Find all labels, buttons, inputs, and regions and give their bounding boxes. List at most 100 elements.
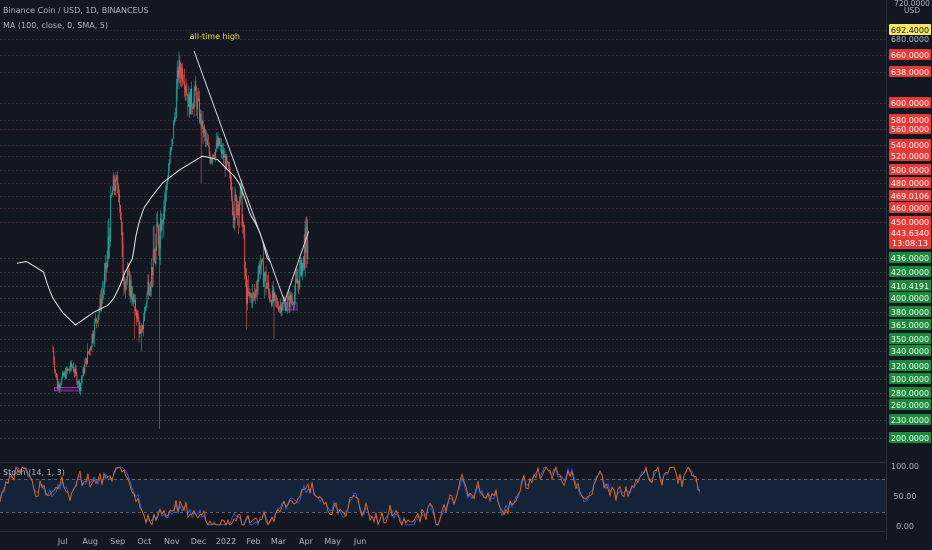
candle-body xyxy=(171,139,173,148)
stoch-axis-tick: 50.00 xyxy=(894,492,917,501)
candle-body xyxy=(265,271,267,289)
candle-body xyxy=(267,282,269,287)
candle-body xyxy=(189,93,191,115)
candle-body xyxy=(256,290,258,292)
candle-body xyxy=(87,351,89,353)
candle-body xyxy=(197,98,199,110)
candle-body xyxy=(211,159,213,161)
candle-body xyxy=(143,310,145,321)
candle-body xyxy=(185,87,187,94)
candle-body xyxy=(195,84,197,91)
candle-body xyxy=(261,259,263,267)
candle-body xyxy=(60,383,62,386)
candle-body xyxy=(75,368,77,374)
candle-body xyxy=(97,315,99,323)
candle-body xyxy=(144,307,146,311)
candle-body xyxy=(219,145,221,147)
candle-body xyxy=(146,293,148,305)
candle-body xyxy=(80,379,82,384)
candle-body xyxy=(103,288,104,294)
candle-body xyxy=(103,271,105,289)
candle-body xyxy=(281,308,283,312)
price-level-label: 260.0000 xyxy=(891,401,929,410)
candle-body xyxy=(240,182,242,186)
candle-body xyxy=(210,159,212,163)
time-axis-tick: Feb xyxy=(246,537,260,546)
price-level-tag xyxy=(889,319,931,330)
candle-body xyxy=(192,108,194,110)
candle-body xyxy=(140,329,142,334)
candle-body xyxy=(231,198,233,205)
candle-body xyxy=(236,196,238,215)
candle-body xyxy=(87,351,89,364)
candle-body xyxy=(290,295,292,301)
candle-body xyxy=(296,278,298,284)
candle-body xyxy=(173,122,175,139)
candle-body xyxy=(230,181,232,199)
candle-body xyxy=(193,95,195,109)
candle-body xyxy=(285,303,287,311)
candle-body xyxy=(121,223,123,244)
candle-body xyxy=(132,294,134,302)
price-level-label: 680.0000 xyxy=(891,35,929,44)
price-level-label: 340.0000 xyxy=(891,347,929,356)
candle-body xyxy=(113,175,115,187)
candle-body xyxy=(230,171,231,182)
candle-body xyxy=(238,204,239,216)
candle-body xyxy=(133,294,135,302)
trendline xyxy=(284,231,310,302)
candle-body xyxy=(188,93,190,107)
candle-body xyxy=(149,291,151,295)
price-level-label: 638.0000 xyxy=(891,68,929,77)
candle-body xyxy=(74,368,76,374)
last-price-tag xyxy=(889,227,931,249)
candle-body xyxy=(69,369,71,371)
candle-body xyxy=(174,117,176,123)
candle-body xyxy=(279,304,281,308)
candle-body xyxy=(58,383,60,388)
candle-body xyxy=(95,318,96,322)
candle-body xyxy=(178,60,180,78)
candle-body xyxy=(222,150,223,154)
candle-body xyxy=(284,303,286,305)
price-level-label: 560.0000 xyxy=(891,125,929,134)
time-axis-tick: Dec xyxy=(191,537,206,546)
candle-body xyxy=(153,249,155,262)
candle-body xyxy=(307,241,309,259)
candle-body xyxy=(85,358,87,365)
candle-body xyxy=(246,276,247,304)
price-level-tag xyxy=(889,139,931,150)
candle-body xyxy=(148,281,150,295)
time-axis-tick: 2022 xyxy=(216,537,236,546)
candle-body xyxy=(119,205,121,220)
price-level-label: 200.0000 xyxy=(891,434,929,443)
candle-body xyxy=(54,361,56,371)
candle-body xyxy=(247,288,249,294)
candle-body xyxy=(68,369,70,371)
candle-body xyxy=(118,185,120,195)
candle-body xyxy=(160,218,162,231)
candle-body xyxy=(83,368,85,373)
candle-body xyxy=(105,262,107,269)
price-level-tag xyxy=(889,306,931,317)
price-level-tag xyxy=(889,150,931,161)
price-level-tag xyxy=(889,387,931,398)
candle-body xyxy=(63,372,65,376)
candle-body xyxy=(280,304,282,312)
price-level-label: 350.0000 xyxy=(891,335,929,344)
candle-body xyxy=(91,334,93,348)
candle-body xyxy=(243,224,245,234)
price-level-label: 480.0000 xyxy=(891,179,929,188)
candle-body xyxy=(151,267,153,276)
candle-body xyxy=(194,84,196,96)
candle-body xyxy=(151,267,152,287)
price-level-label: 410.4191 xyxy=(891,282,929,291)
candle-body xyxy=(286,306,287,311)
price-level-label: 469.0106 xyxy=(891,192,929,201)
candle-body xyxy=(119,194,120,206)
candle-body xyxy=(225,155,227,169)
candle-body xyxy=(65,368,67,379)
candle-body xyxy=(136,313,138,319)
